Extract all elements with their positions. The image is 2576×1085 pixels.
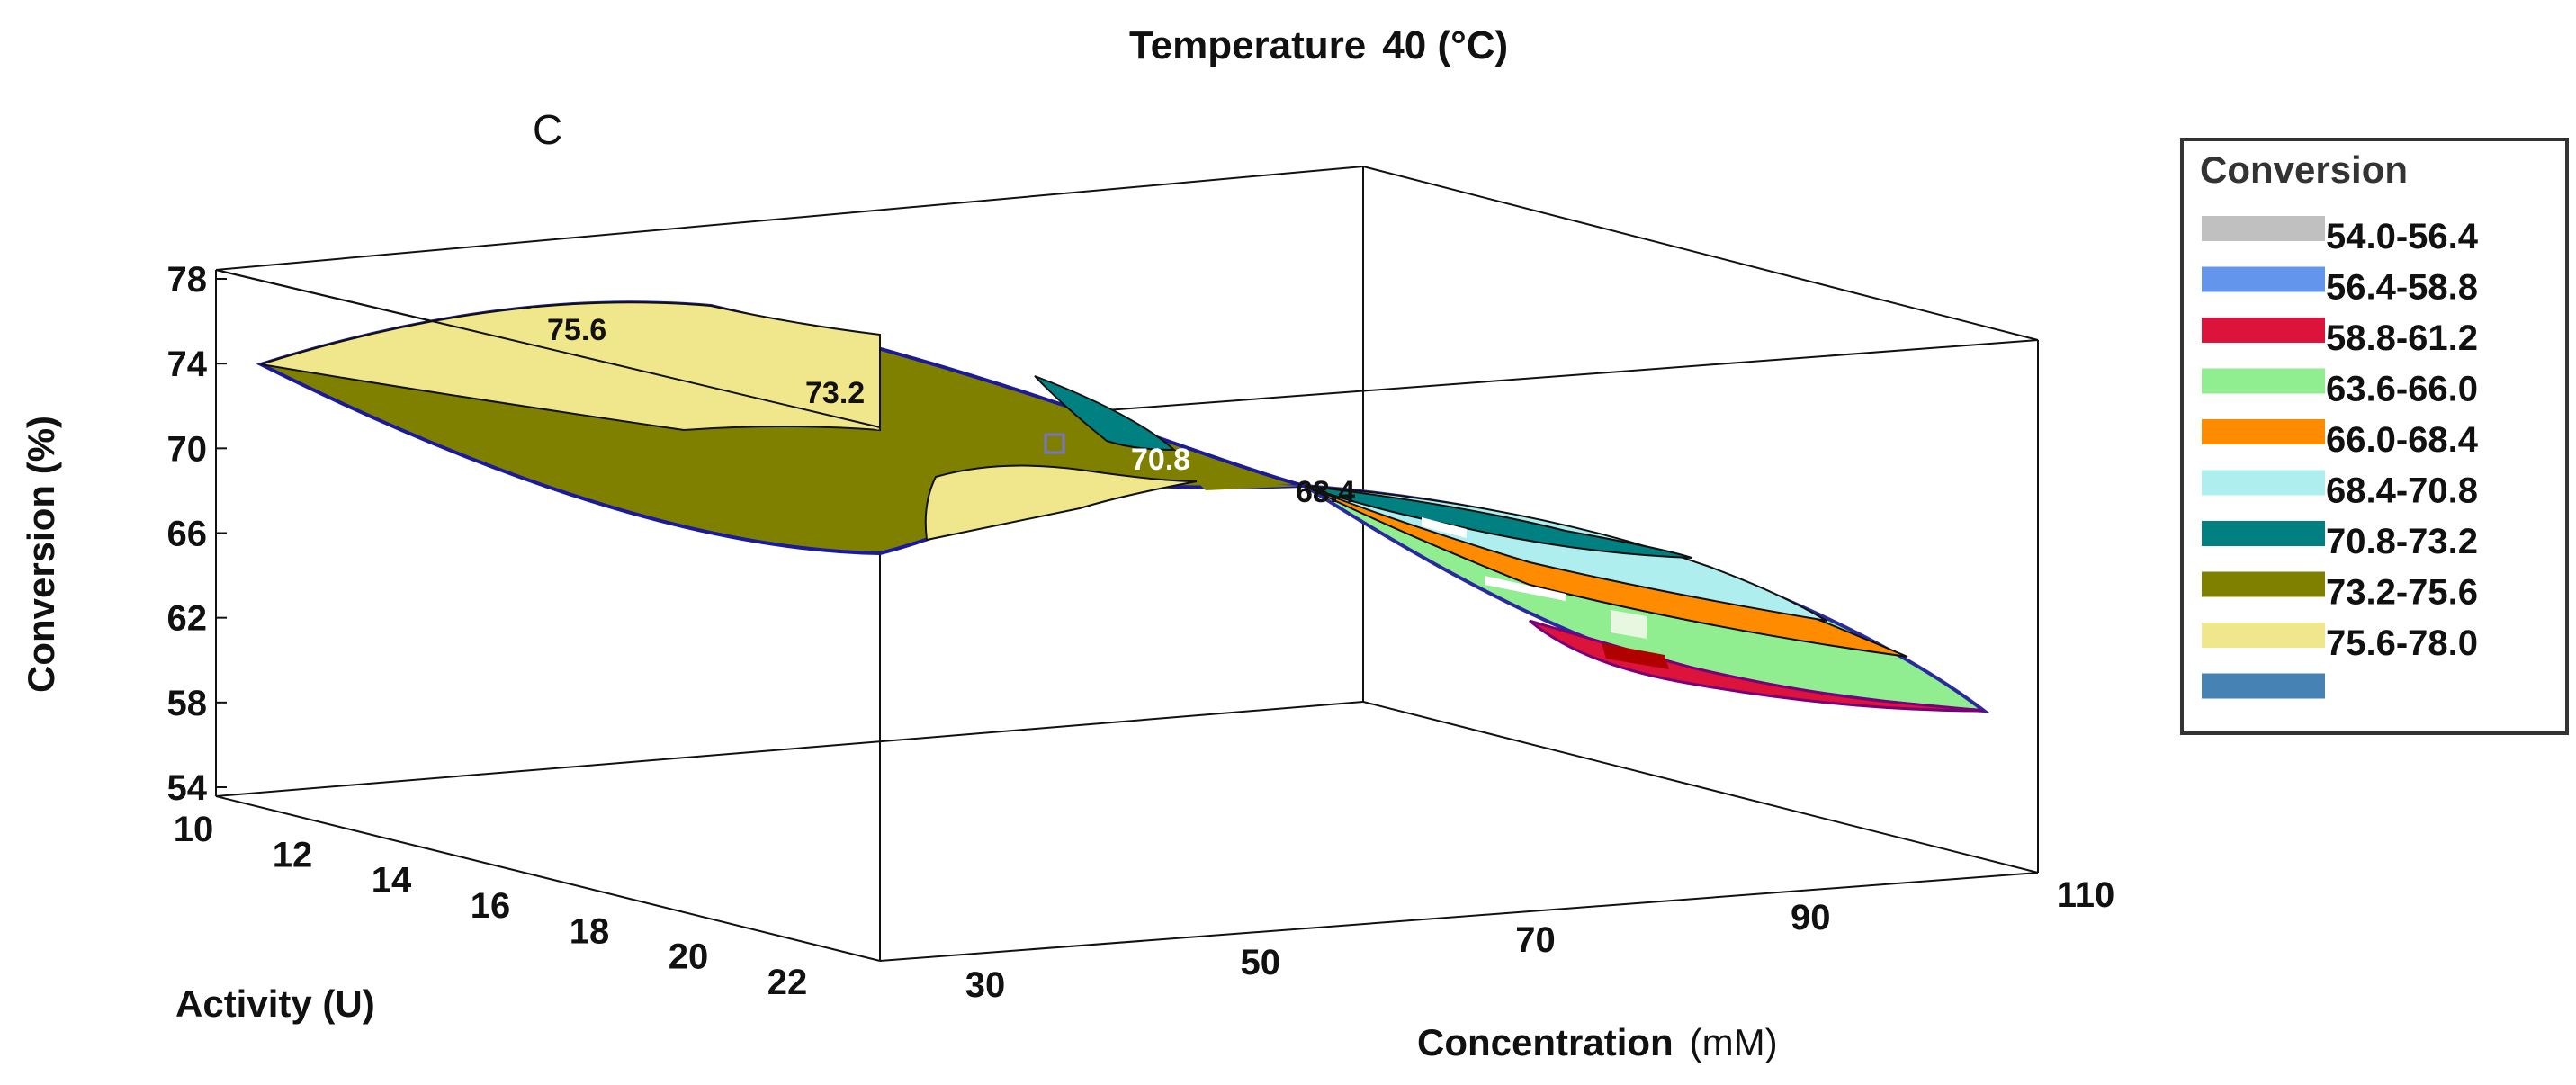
z-tick-label: 62 — [167, 599, 208, 639]
y-tick-label: 90 — [1791, 898, 1831, 937]
design-point-marker — [1044, 433, 1065, 454]
legend-swatch — [2202, 673, 2325, 699]
surface-band-75-6-78 — [531, 308, 880, 430]
surface-patch — [1485, 576, 1566, 601]
legend-swatch — [2202, 571, 2325, 597]
legend-label: 58.8-61.2 — [2326, 318, 2478, 358]
legend-swatch — [2202, 216, 2325, 241]
legend-label: 68.4-70.8 — [2326, 471, 2478, 511]
x-tick-label: 10 — [174, 810, 214, 849]
contour-labels: 75.6 73.2 70.8 68.4 — [547, 313, 1355, 509]
legend-label: 66.0-68.4 — [2326, 420, 2479, 460]
panel-label: C — [533, 106, 562, 153]
contour-label: 70.8 — [1131, 443, 1190, 477]
z-tick-label: 58 — [167, 684, 208, 723]
y-tick-label: 110 — [2057, 875, 2115, 915]
legend-label: 73.2-75.6 — [2326, 573, 2478, 613]
plot-box — [215, 166, 2039, 962]
x-tick-label: 22 — [767, 963, 808, 1002]
surface-band-73-2-75-6 — [260, 301, 881, 432]
legend-swatch — [2202, 521, 2325, 546]
contour-label: 73.2 — [805, 376, 865, 410]
z-tick-label: 78 — [167, 260, 208, 300]
box-edge — [1362, 166, 2039, 341]
x-axis-ticks: 10 12 14 16 18 20 22 — [174, 810, 808, 1002]
contour-label: 75.6 — [547, 313, 606, 347]
z-axis-ticks: 78 74 70 66 62 58 54 — [167, 260, 227, 808]
surface-patch — [1602, 643, 1669, 669]
y-axis-label: Concentration (mM) — [1417, 1021, 1778, 1063]
legend-entries: 54.0-56.4 56.4-58.8 58.8-61.2 63.6-66.0 66.0… — [2202, 216, 2479, 699]
legend-swatch — [2202, 266, 2325, 292]
y-axis-ticks: 30 50 70 90 110 — [965, 875, 2115, 1005]
box-edge-front — [215, 269, 881, 428]
box-edge — [215, 701, 1364, 797]
box-edge — [879, 872, 2039, 962]
x-tick-label: 16 — [471, 886, 511, 926]
surface-inner-band — [924, 464, 1198, 542]
surface-band-68-4-70-8 — [1034, 375, 1177, 452]
z-tick-label: 74 — [167, 345, 208, 384]
legend-swatch — [2202, 623, 2325, 648]
surface-wedge — [1197, 481, 1305, 490]
legend-label: 70.8-73.2 — [2326, 522, 2478, 561]
y-tick-label: 30 — [965, 965, 1006, 1005]
z-axis-label: Conversion (%) — [20, 416, 62, 693]
legend-swatch — [2202, 419, 2325, 444]
y-tick-label: 70 — [1515, 920, 1556, 960]
box-edge — [1362, 701, 2039, 874]
legend-label: 75.6-78.0 — [2326, 623, 2478, 663]
chart-title: Temperature 40 (°C) — [1129, 23, 1508, 67]
x-axis-label: Activity (U) — [175, 982, 375, 1025]
box-edge — [215, 166, 1364, 271]
legend-label: 56.4-58.8 — [2326, 268, 2478, 308]
surface-patch — [1422, 517, 1467, 538]
legend-swatch — [2202, 368, 2325, 394]
legend-title: Conversion — [2200, 148, 2408, 191]
z-tick-label: 66 — [167, 515, 208, 554]
legend-label: 54.0-56.4 — [2326, 217, 2479, 256]
z-tick-label: 54 — [167, 768, 208, 808]
surface-right-lobe — [1303, 484, 1990, 713]
legend-swatch — [2202, 470, 2325, 496]
z-tick-label: 70 — [167, 429, 208, 469]
legend-label: 63.6-66.0 — [2326, 370, 2478, 409]
contour-label: 68.4 — [1296, 475, 1355, 509]
legend: Conversion 54.0-56.4 56.4-58.8 58.8-61.2 63… — [2180, 138, 2569, 735]
x-tick-label: 20 — [669, 937, 709, 977]
box-edge — [215, 795, 881, 962]
surface-band-70-8-73-2 — [1304, 485, 1692, 559]
y-tick-label: 50 — [1241, 943, 1281, 982]
x-tick-label: 14 — [372, 861, 412, 901]
surface-left-lobe — [256, 300, 1306, 556]
legend-swatch — [2202, 318, 2325, 343]
x-tick-label: 18 — [570, 911, 610, 951]
surface-patch — [1611, 610, 1647, 639]
x-tick-label: 12 — [273, 835, 313, 874]
